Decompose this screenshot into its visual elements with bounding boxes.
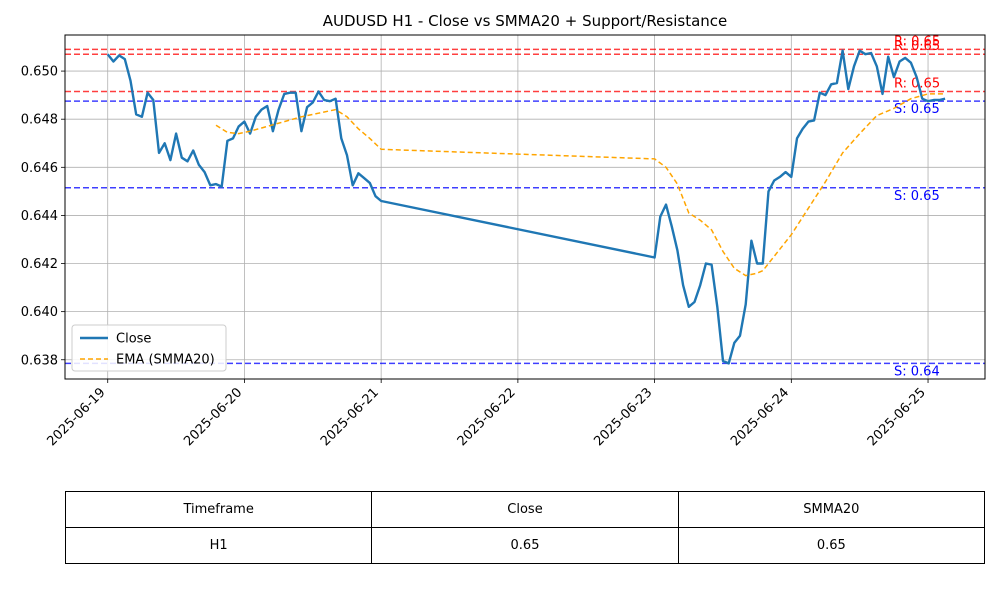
legend-box (71, 324, 227, 372)
x-tick-label: 2025-06-22 (455, 385, 519, 449)
legend-label: EMA (SMMA20) (116, 353, 215, 368)
x-tick-label: 2025-06-25 (865, 385, 929, 449)
x-tick-label: 2025-06-23 (591, 385, 655, 449)
table-cell: 0.65 (677, 527, 986, 564)
y-axis: 0.638 0.640 0.642 0.644 0.646 0.648 0.650 (21, 65, 65, 368)
table-cell: H1 (64, 527, 373, 564)
x-tick-label: 2025-06-19 (45, 385, 109, 449)
series-lines (106, 49, 946, 365)
y-tick-label: 0.648 (21, 113, 58, 128)
table-header-cell: Close (371, 491, 679, 528)
x-tick-label: 2025-06-20 (181, 385, 245, 449)
close-price-line (106, 49, 946, 365)
x-tick-label: 2025-06-24 (728, 385, 792, 449)
table-header-row: Timeframe Close SMMA20 (64, 491, 986, 528)
support-level-label: S: 0.65 (894, 189, 940, 204)
resistance-level-label: R: 0.65 (894, 34, 940, 49)
y-tick-label: 0.644 (21, 209, 58, 224)
resistance-level-label: R: 0.65 (894, 77, 940, 92)
smma20-line (215, 93, 946, 277)
grid (65, 35, 985, 379)
y-tick-label: 0.638 (21, 353, 58, 368)
support-level-label: S: 0.64 (894, 364, 940, 379)
summary-table: Timeframe Close SMMA20 H1 0.65 0.65 (64, 491, 986, 564)
x-tick-label: 2025-06-21 (318, 385, 382, 449)
y-tick-label: 0.640 (21, 305, 58, 320)
chart-title: AUDUSD H1 - Close vs SMMA20 + Support/Re… (323, 12, 728, 30)
x-axis: 2025-06-19 2025-06-20 2025-06-21 2025-06-22… (45, 379, 929, 449)
y-tick-label: 0.642 (21, 257, 58, 272)
plot-frame (64, 34, 986, 380)
table-cell: 0.65 (371, 527, 679, 564)
y-tick-label: 0.646 (21, 161, 58, 176)
table-header-cell: Timeframe (64, 491, 373, 528)
support-resistance-lines: R: 0.65R: 0.65R: 0.65S: 0.65S: 0.65S: 0.… (65, 34, 985, 379)
legend: Close EMA (SMMA20) (71, 324, 227, 372)
resistance-level-label: R: 0.65 (894, 39, 940, 54)
legend-label: Close (116, 332, 151, 347)
table-header-cell: SMMA20 (677, 491, 986, 528)
y-tick-label: 0.650 (21, 65, 58, 80)
support-level-label: S: 0.65 (894, 102, 940, 117)
table-row: H1 0.65 0.65 (64, 527, 986, 564)
price-chart: AUDUSD H1 - Close vs SMMA20 + Support/Re… (21, 12, 986, 449)
